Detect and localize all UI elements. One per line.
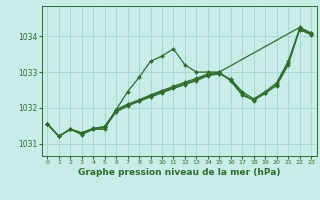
X-axis label: Graphe pression niveau de la mer (hPa): Graphe pression niveau de la mer (hPa) [78, 168, 280, 177]
